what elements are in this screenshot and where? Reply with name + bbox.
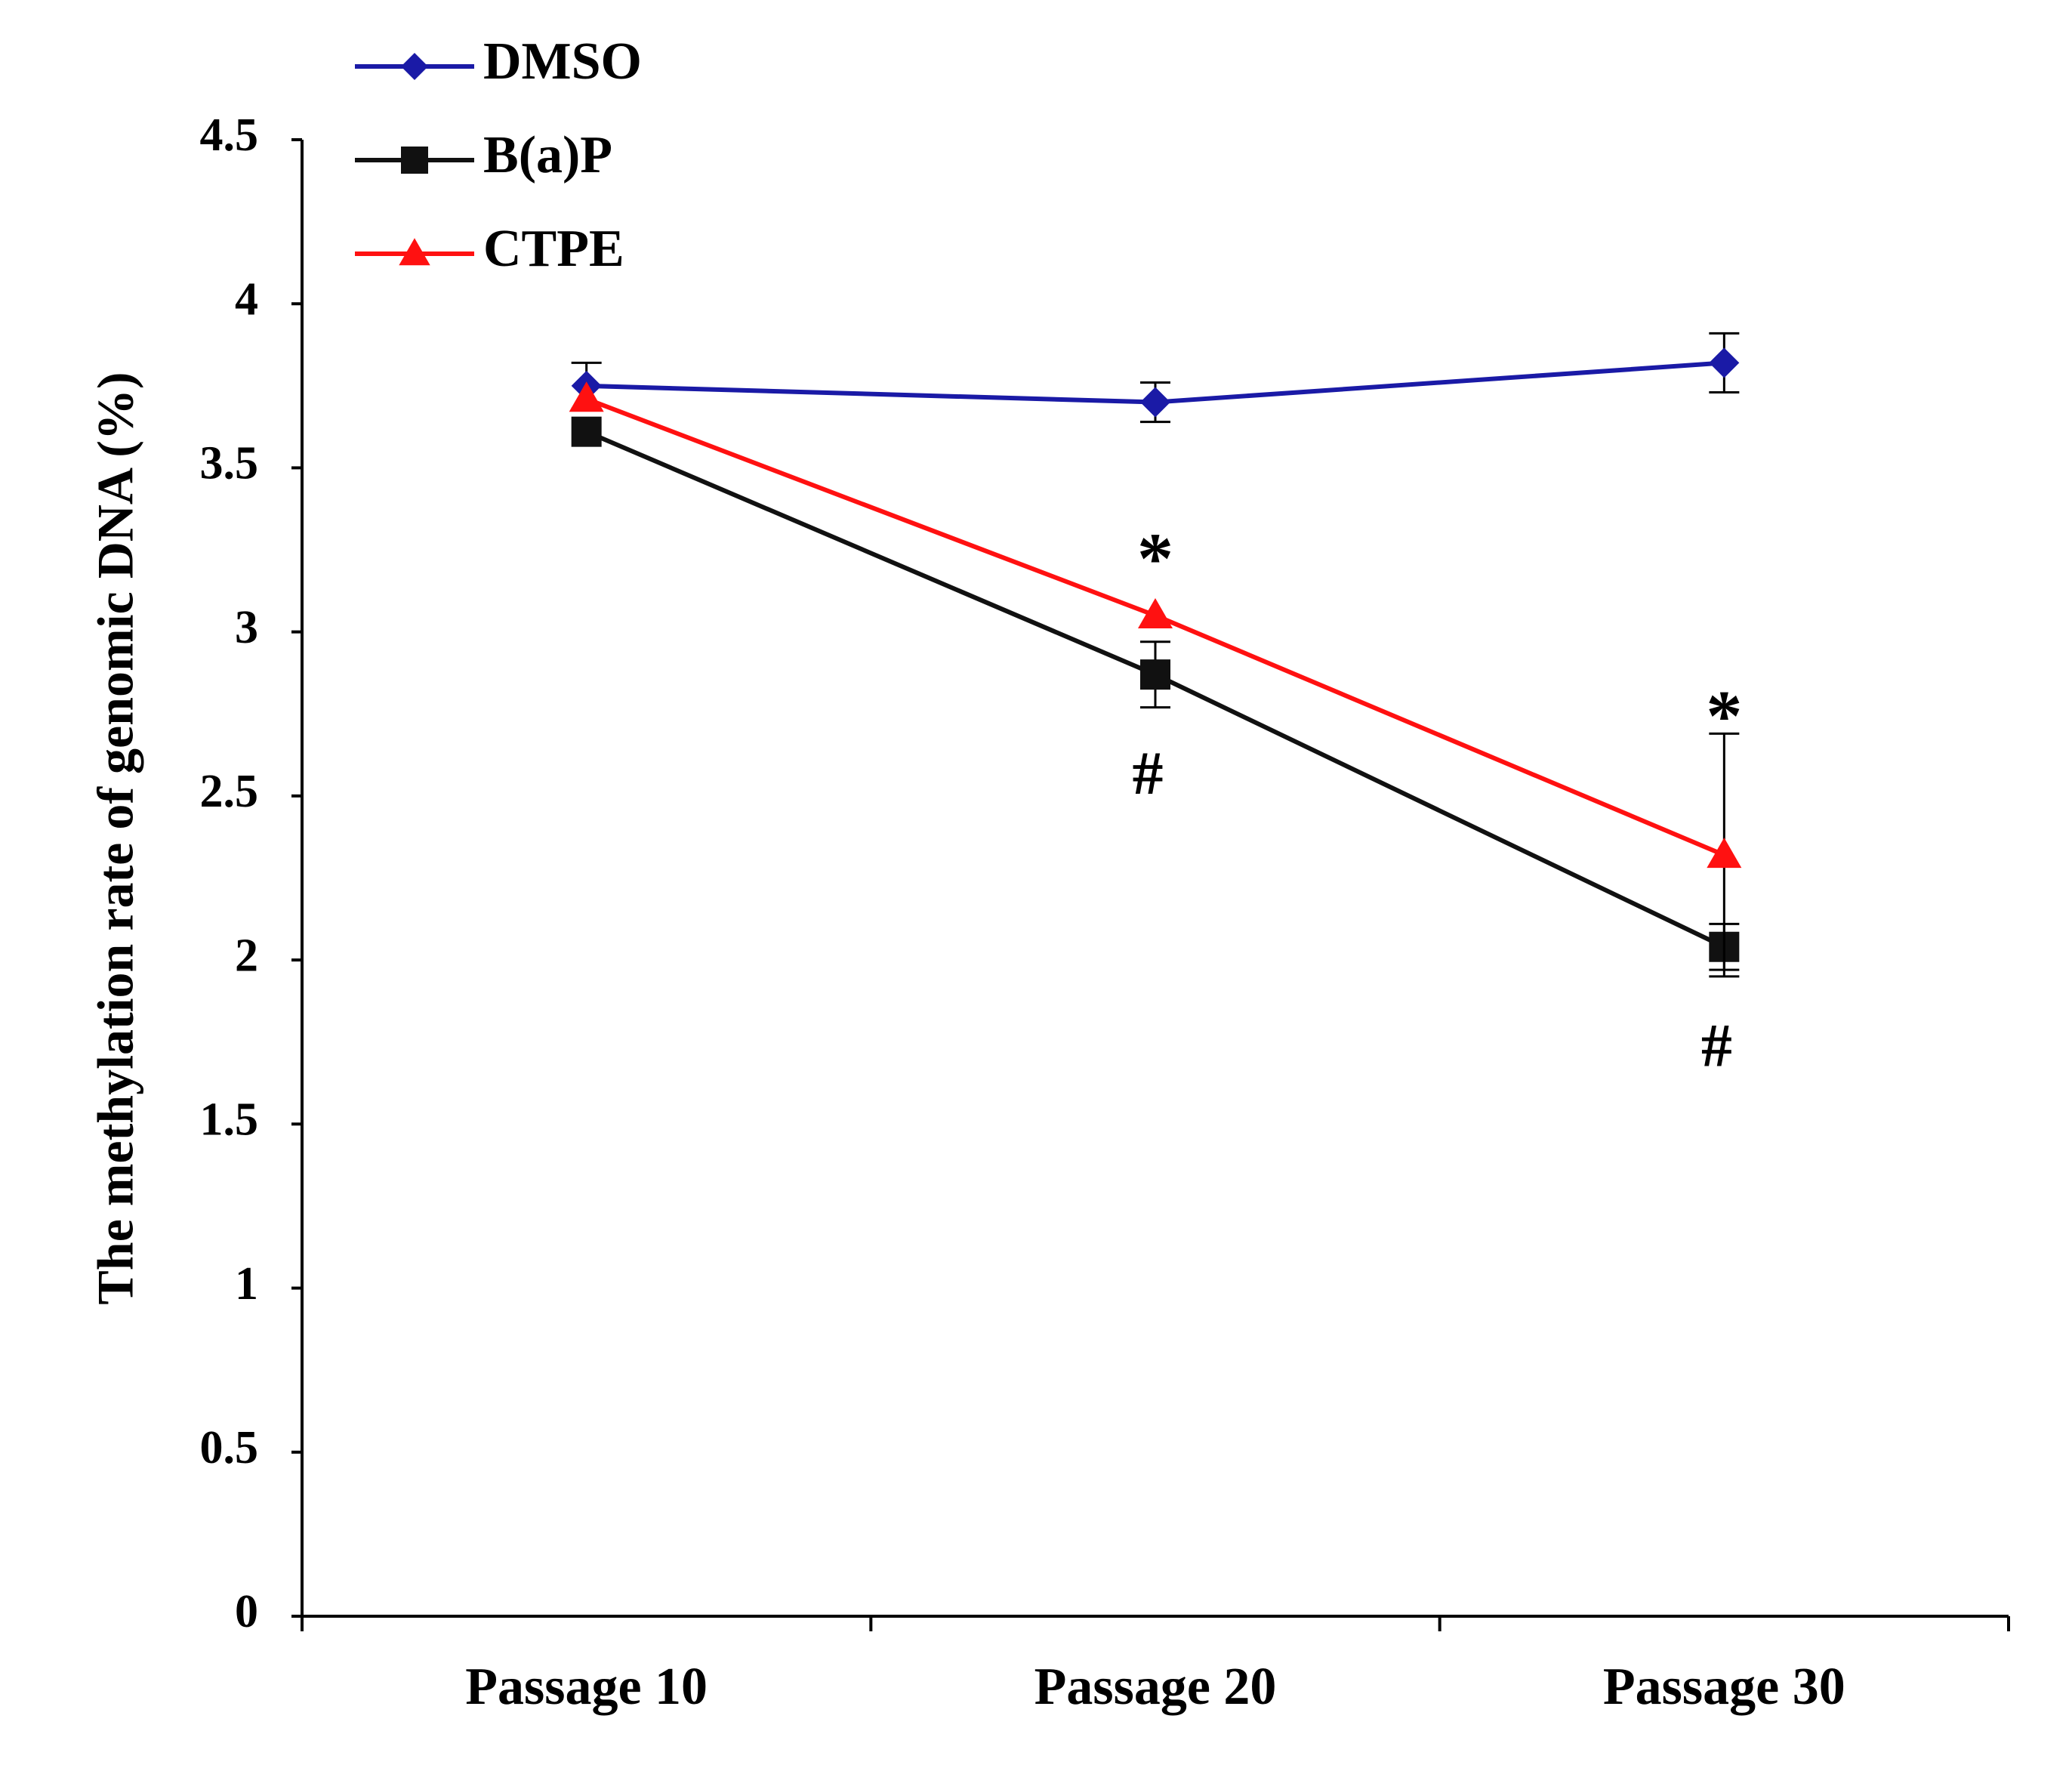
annotations: * # * # [1133, 518, 1743, 1080]
significance-asterisk: * [1137, 518, 1173, 599]
data-point [1138, 597, 1173, 628]
legend-item-dmso: DMSO [355, 32, 642, 91]
x-tick-label: Passage 10 [465, 1658, 708, 1716]
legend-marker [401, 53, 428, 80]
series-b-a-p [571, 416, 1740, 971]
legend-marker [399, 238, 430, 266]
series-layer [569, 332, 1742, 978]
y-tick-label: 3.5 [200, 438, 259, 489]
significance-hash: # [1701, 1011, 1732, 1080]
y-tick-label: 1.5 [200, 1094, 259, 1146]
legend-item-ctpe: CTPE [355, 220, 624, 278]
y-axis-label: The methylation rate of genomic DNA (%) [87, 372, 144, 1304]
data-point [571, 416, 602, 447]
legend-marker [401, 147, 428, 174]
data-point [1140, 659, 1170, 690]
data-point [569, 381, 604, 412]
axes: 0 0.5 1 1.5 2 2.5 3 3.5 4 4.5 Passage 10 Passage 20… [200, 110, 2010, 1716]
y-tick-label: 4 [235, 273, 258, 325]
legend: DMSO B(a)P CTPE [355, 32, 642, 278]
series-dmso [571, 332, 1740, 424]
data-point [1140, 387, 1170, 418]
legend-label: DMSO [483, 32, 642, 91]
legend-label: B(a)P [483, 126, 612, 184]
y-tick-label: 0 [235, 1586, 258, 1637]
y-tick-label: 3 [235, 602, 258, 653]
y-tick-label: 2.5 [200, 766, 259, 817]
series-ctpe [569, 381, 1742, 978]
significance-asterisk: * [1706, 675, 1742, 756]
y-tick-label: 1 [235, 1258, 258, 1310]
y-tick-label: 4.5 [200, 110, 259, 161]
x-tick-label: Passage 20 [1034, 1658, 1277, 1716]
y-tick-label: 0.5 [200, 1422, 259, 1473]
legend-label: CTPE [483, 220, 624, 278]
x-tick-label: Passage 30 [1603, 1658, 1845, 1716]
y-tick-label: 2 [235, 930, 258, 981]
legend-item-b-a-p: B(a)P [355, 126, 612, 184]
data-point [1707, 838, 1742, 869]
data-point [1709, 347, 1740, 378]
significance-hash: # [1133, 739, 1164, 807]
